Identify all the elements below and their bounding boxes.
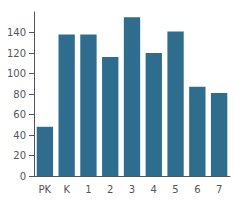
svg-text:5: 5 <box>172 184 178 195</box>
svg-text:120: 120 <box>7 48 26 59</box>
svg-text:80: 80 <box>13 89 26 100</box>
svg-text:60: 60 <box>13 109 26 120</box>
svg-text:100: 100 <box>7 68 26 79</box>
svg-text:0: 0 <box>20 171 26 182</box>
svg-text:2: 2 <box>107 184 113 195</box>
svg-text:PK: PK <box>39 184 52 195</box>
svg-text:6: 6 <box>194 184 200 195</box>
svg-text:4: 4 <box>151 184 157 195</box>
svg-text:K: K <box>63 184 70 195</box>
svg-text:1: 1 <box>85 184 91 195</box>
svg-text:20: 20 <box>13 150 26 161</box>
svg-text:3: 3 <box>129 184 135 195</box>
svg-text:140: 140 <box>7 27 26 38</box>
svg-text:40: 40 <box>13 130 26 141</box>
svg-text:7: 7 <box>216 184 222 195</box>
